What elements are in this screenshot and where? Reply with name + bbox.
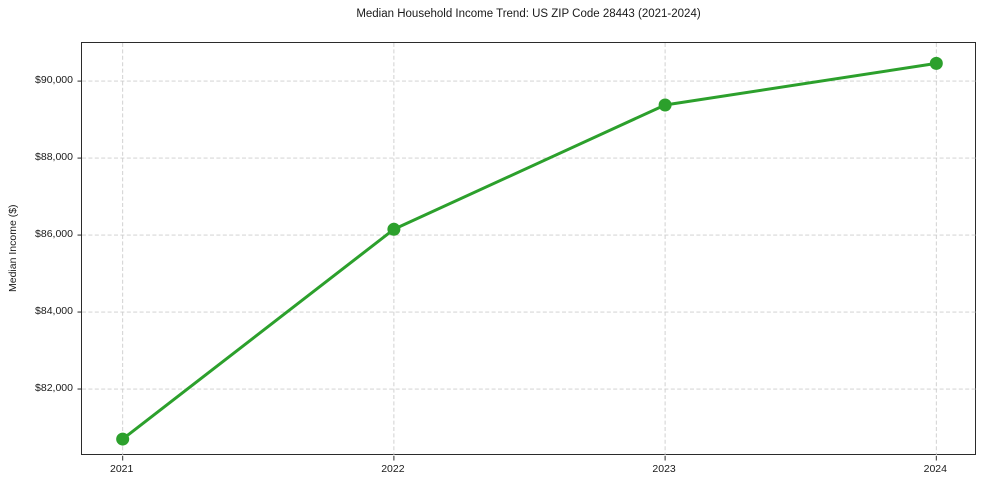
y-tick-label: $84,000 xyxy=(35,304,73,317)
plot-canvas xyxy=(77,43,977,461)
x-tick-label: 2024 xyxy=(923,463,947,475)
data-point-marker xyxy=(387,222,401,236)
y-tick-label: $86,000 xyxy=(35,227,73,240)
x-tick-label: 2023 xyxy=(652,463,676,475)
data-line xyxy=(121,61,938,441)
data-point-marker xyxy=(929,56,943,70)
grid-lines xyxy=(82,43,977,456)
y-tick-label: $88,000 xyxy=(35,150,73,163)
x-tick-label: 2021 xyxy=(109,463,134,475)
x-tick-label: 2022 xyxy=(381,463,405,475)
data-point-marker xyxy=(658,98,672,112)
y-tick-label: $90,000 xyxy=(35,73,73,86)
tick-marks xyxy=(77,80,937,461)
data-point-marker xyxy=(116,432,130,446)
chart-title: Median Household Income Trend: US ZIP Co… xyxy=(356,8,701,20)
y-tick-label: $82,000 xyxy=(35,381,73,394)
plot-area xyxy=(77,42,977,461)
